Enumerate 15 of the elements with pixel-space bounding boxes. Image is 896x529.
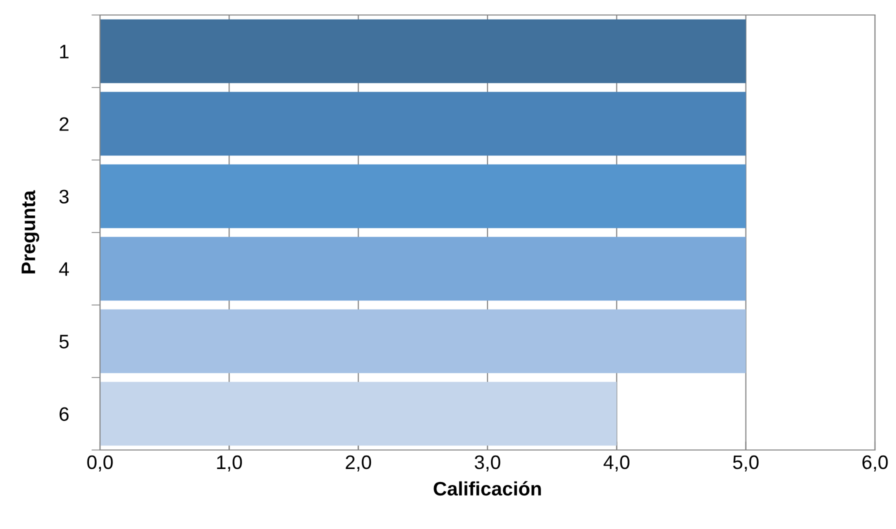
x-tick-label: 4,0 — [604, 455, 630, 472]
y-tick-label: 6 — [60, 407, 69, 421]
x-tick-label: 6,0 — [862, 455, 888, 472]
y-axis-title: Pregunta — [22, 190, 40, 274]
y-tick-label: 4 — [59, 262, 69, 276]
y-tick-label: 2 — [60, 117, 68, 131]
x-tick-label: 3,0 — [474, 455, 500, 472]
y-tick-label: 3 — [59, 190, 69, 204]
y-tick-label: 1 — [60, 44, 68, 58]
y-tick-label: 5 — [59, 334, 69, 348]
x-tick-label: 1,0 — [217, 455, 242, 472]
x-tick-label: 0,0 — [87, 455, 113, 472]
x-tick-label: 2,0 — [346, 455, 372, 472]
x-axis-title: Calificación — [434, 481, 541, 496]
x-tick-label: 5,0 — [733, 455, 759, 472]
